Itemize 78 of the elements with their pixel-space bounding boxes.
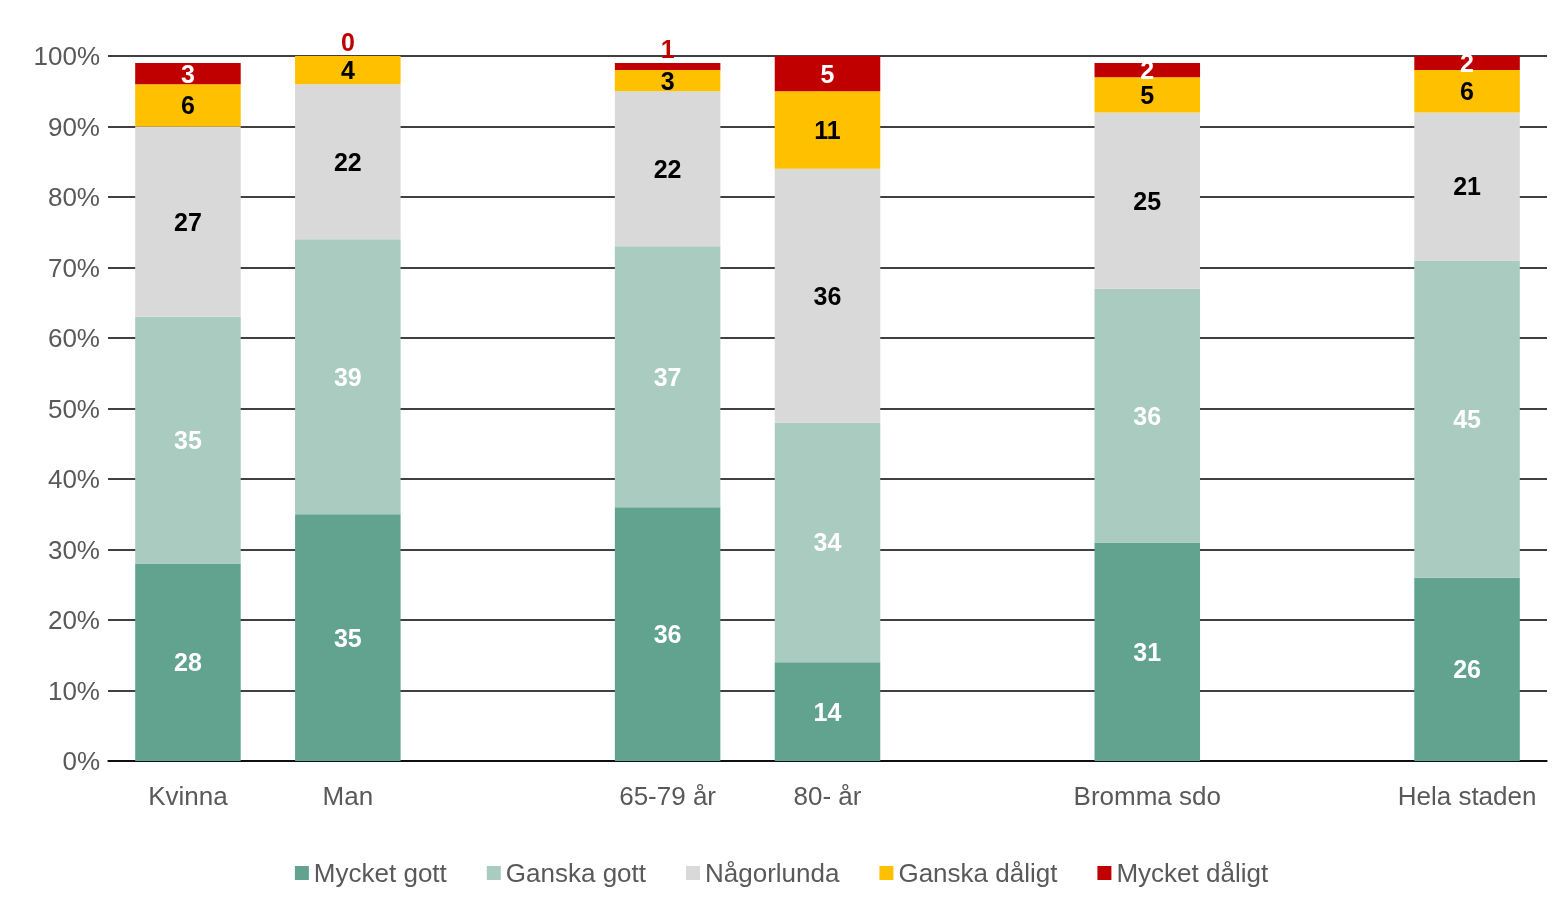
bar bbox=[295, 56, 401, 85]
x-tick-label: 65-79 år bbox=[619, 781, 717, 811]
legend-label: Ganska dåligt bbox=[898, 858, 1059, 888]
y-tick-label: 10% bbox=[47, 675, 100, 706]
data-label: 4 bbox=[340, 56, 355, 85]
x-tick-label: Bromma sdo bbox=[1073, 781, 1221, 811]
data-label: 25 bbox=[1133, 186, 1162, 215]
bar bbox=[135, 316, 241, 564]
data-label: 28 bbox=[174, 648, 202, 677]
data-label: 35 bbox=[333, 623, 362, 652]
bar bbox=[774, 91, 881, 169]
bar bbox=[614, 246, 721, 508]
bar bbox=[135, 84, 241, 127]
bar bbox=[295, 514, 401, 761]
y-tick-label: 80% bbox=[47, 182, 100, 212]
bar bbox=[295, 84, 401, 240]
bar bbox=[1414, 260, 1520, 578]
bar bbox=[135, 126, 241, 317]
bar bbox=[1094, 112, 1201, 289]
data-label: 31 bbox=[1133, 637, 1162, 666]
x-tick-label: Kvinna bbox=[148, 781, 229, 811]
bar bbox=[295, 239, 401, 515]
data-label: 21 bbox=[1453, 172, 1482, 201]
data-label: 3 bbox=[660, 66, 675, 95]
bar bbox=[774, 422, 881, 663]
bar bbox=[614, 507, 721, 761]
data-label: 5 bbox=[820, 59, 835, 88]
y-tick-label: 60% bbox=[47, 323, 100, 353]
bar bbox=[135, 63, 241, 85]
bar bbox=[1094, 542, 1201, 761]
bar bbox=[774, 56, 881, 92]
x-tick-label: 80- år bbox=[793, 781, 862, 811]
bar bbox=[774, 168, 881, 423]
data-label: 3 bbox=[180, 59, 195, 88]
bar bbox=[1414, 577, 1520, 761]
data-label: 36 bbox=[813, 281, 842, 310]
legend-label: Ganska gott bbox=[505, 858, 647, 888]
data-label: 26 bbox=[1453, 655, 1481, 684]
data-label: 34 bbox=[813, 528, 842, 557]
bar bbox=[1094, 77, 1201, 113]
data-label: 0 bbox=[340, 27, 355, 56]
bar bbox=[614, 70, 721, 92]
y-tick-label: 20% bbox=[47, 605, 100, 635]
bar bbox=[614, 63, 721, 71]
y-tick-label: 100% bbox=[33, 41, 100, 71]
bar bbox=[774, 662, 881, 761]
bar bbox=[135, 563, 241, 761]
data-label: 22 bbox=[333, 147, 362, 176]
legend-label: Någorlunda bbox=[705, 858, 840, 888]
bar bbox=[614, 91, 721, 247]
y-tick-label: 40% bbox=[47, 464, 100, 494]
data-label: 36 bbox=[653, 620, 682, 649]
bar bbox=[1414, 56, 1520, 71]
data-label: 36 bbox=[1133, 401, 1162, 430]
data-label: 5 bbox=[1140, 80, 1155, 109]
bar bbox=[1094, 288, 1201, 543]
legend-label: Mycket gott bbox=[313, 858, 448, 888]
y-tick-label: 30% bbox=[47, 534, 100, 565]
bar bbox=[1414, 70, 1520, 113]
y-tick-label: 70% bbox=[47, 252, 100, 283]
x-tick-label: Hela staden bbox=[1397, 781, 1537, 811]
bar bbox=[1414, 112, 1520, 261]
y-tick-label: 0% bbox=[62, 746, 100, 776]
data-label: 37 bbox=[653, 362, 682, 391]
data-label: 6 bbox=[1460, 77, 1475, 106]
data-label: 14 bbox=[813, 697, 842, 726]
y-tick-label: 90% bbox=[47, 111, 100, 142]
legend-label: Mycket dåligt bbox=[1116, 858, 1269, 888]
data-label: 35 bbox=[174, 426, 202, 455]
data-label: 27 bbox=[174, 207, 202, 236]
data-label: 39 bbox=[333, 362, 362, 391]
data-label: 6 bbox=[180, 91, 195, 120]
x-tick-label: Man bbox=[322, 781, 374, 811]
data-label: 11 bbox=[814, 116, 841, 145]
y-tick-label: 50% bbox=[47, 393, 100, 424]
data-label: 22 bbox=[653, 154, 682, 183]
data-label: 45 bbox=[1453, 405, 1482, 434]
bar bbox=[1094, 63, 1201, 78]
